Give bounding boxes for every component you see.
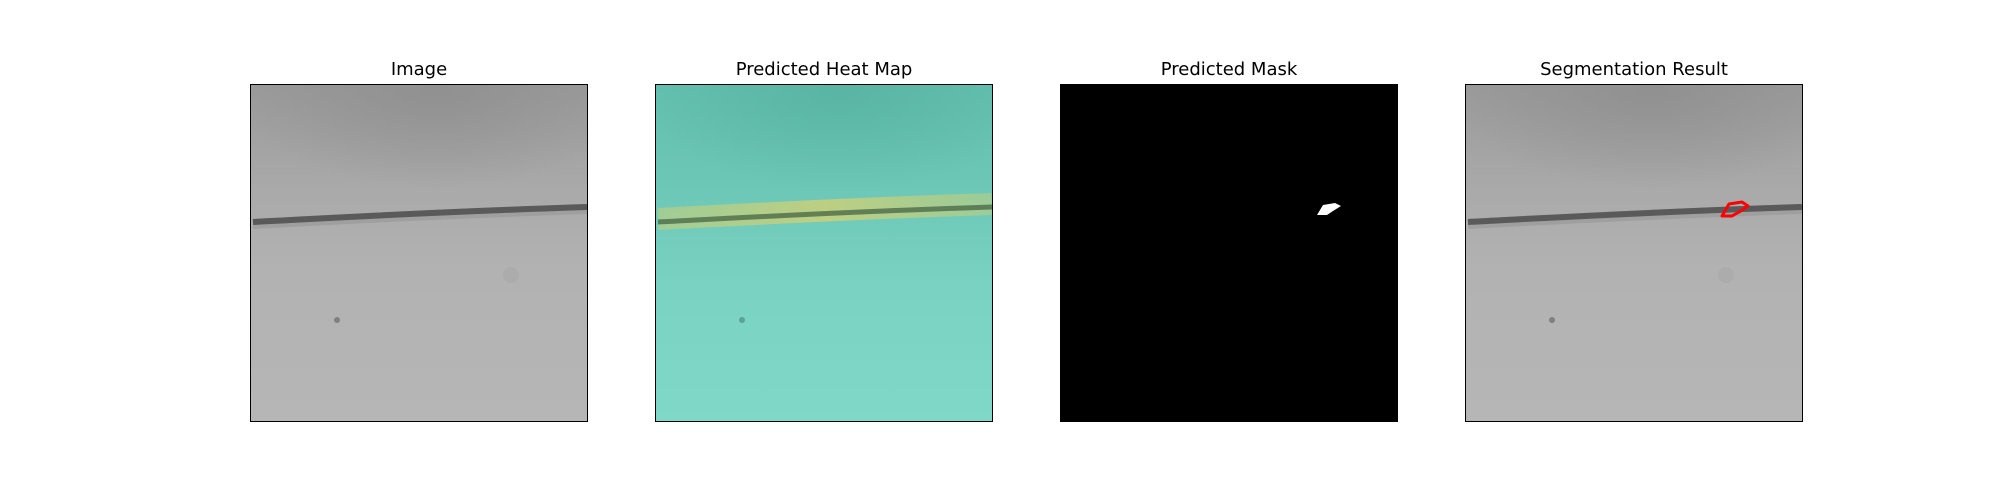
grayscale-surface-image [251,85,587,421]
mask-frame [1060,84,1398,422]
heat-map-frame [655,84,993,422]
panel-heat-map: Predicted Heat Map [655,0,993,500]
heat-map-image [656,85,992,421]
segmentation-frame [1465,84,1803,422]
panel-segmentation: Segmentation Result [1465,0,1803,500]
segmentation-image [1466,85,1802,421]
panel-title-mask: Predicted Mask [1160,59,1298,80]
panel-title-heat-map: Predicted Heat Map [735,59,913,80]
panel-image: Image [250,0,588,500]
mask-blob [1317,203,1341,215]
panel-title-image: Image [390,59,448,80]
mask-image [1061,85,1397,421]
segmentation-contour [1720,200,1750,218]
image-frame [250,84,588,422]
panel-title-segmentation: Segmentation Result [1540,59,1728,80]
panel-mask: Predicted Mask [1060,0,1398,500]
